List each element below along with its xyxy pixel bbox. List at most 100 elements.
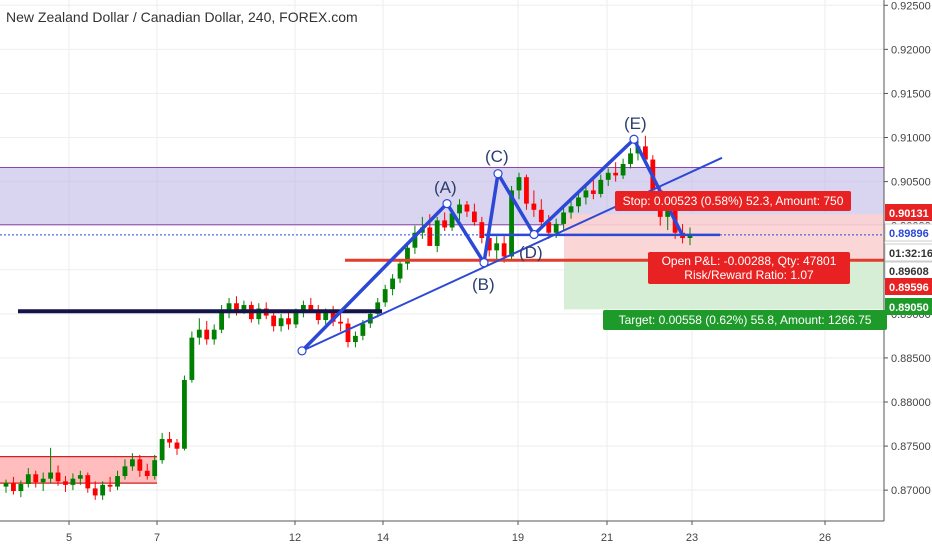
candle-body [605, 172, 611, 180]
x-tick-label: 14 [377, 532, 389, 544]
candle-body [442, 220, 448, 228]
candle-body [412, 232, 418, 248]
candle-body [375, 302, 381, 314]
candle-body [18, 483, 24, 492]
x-tick-label: 21 [601, 532, 613, 544]
pattern-point [297, 346, 307, 356]
candle-body [613, 172, 619, 176]
candle-body [427, 227, 433, 246]
candle-body [687, 234, 693, 239]
x-tick-label: 23 [686, 532, 698, 544]
candle-body [144, 470, 150, 477]
candle-body [122, 466, 128, 477]
candle-body [665, 209, 671, 217]
candle-body [77, 475, 83, 479]
pattern-label: (B) [472, 275, 495, 294]
pattern-label: (A) [434, 178, 457, 197]
price-badge [884, 243, 932, 262]
candle-body [159, 439, 165, 461]
price-badge-label: 0.89050 [889, 302, 929, 314]
pattern-label: (E) [624, 114, 647, 133]
y-tick-label: 0.88500 [891, 353, 931, 365]
pattern-label: (D) [519, 243, 543, 262]
pnl-label: Risk/Reward Ratio: 1.07 [684, 268, 814, 282]
candle-body [568, 206, 574, 213]
target-label-box [603, 310, 887, 330]
candle-body [628, 153, 633, 164]
pnl-label-box [648, 252, 850, 284]
candle-body [182, 379, 187, 449]
pattern-point [629, 134, 639, 144]
candle-body [583, 190, 589, 198]
candle-body [501, 243, 507, 257]
candle-body [256, 308, 262, 320]
candle-body [434, 220, 440, 246]
candle-body [219, 309, 225, 330]
price-badge-label: 0.89596 [889, 282, 929, 294]
chart-title: New Zealand Dollar / Canadian Dollar, 24… [6, 9, 358, 25]
candle-body [390, 278, 396, 290]
candle-body [524, 177, 529, 204]
candle-body [516, 177, 522, 191]
y-tick-label: 0.88000 [891, 397, 931, 409]
candle-body [63, 481, 68, 485]
pattern-point [442, 199, 452, 209]
candle-body [471, 211, 477, 223]
candle-body [479, 222, 485, 239]
candle-body [92, 488, 98, 496]
y-tick-label: 0.91000 [891, 133, 931, 145]
y-tick-label: 0.92000 [891, 44, 931, 56]
candle-body [620, 163, 626, 176]
candle-body [315, 310, 321, 321]
candle-body [137, 459, 143, 471]
candle-body [167, 439, 172, 443]
candle-body [189, 337, 195, 380]
candle-body [561, 212, 567, 224]
candle-body [271, 315, 277, 327]
price-badge-label: 0.90131 [889, 208, 929, 220]
candle-body [48, 472, 54, 479]
candle-body [360, 323, 366, 336]
candle-body [457, 204, 462, 214]
candle-body [576, 197, 581, 207]
pattern-label: (C) [485, 147, 509, 166]
x-tick-label: 12 [289, 532, 301, 544]
y-tick-label: 0.87500 [891, 441, 931, 453]
candle-body [85, 475, 91, 489]
candle-body [33, 474, 39, 483]
stop-label: Stop: 0.00523 (0.58%) 52.3, Amount: 750 [623, 194, 844, 208]
candle-body [590, 190, 596, 194]
candle-body [308, 305, 314, 311]
trendline [301, 156, 723, 352]
price-badge [885, 278, 932, 295]
candle-body [25, 474, 31, 484]
candle-body [397, 263, 403, 279]
candle-body [323, 312, 329, 321]
y-tick-label: 0.87000 [891, 485, 931, 497]
candle-body [494, 243, 500, 251]
candle-body [353, 335, 358, 343]
price-badge-label: 0.89896 [889, 228, 929, 240]
candle-body [11, 483, 16, 492]
candle-body [70, 478, 76, 485]
candle-body [211, 329, 217, 340]
target-label: Target: 0.00558 (0.62%) 55.8, Amount: 12… [619, 313, 872, 327]
pnl-label: Open P&L: -0.00288, Qty: 47801 [662, 254, 837, 268]
candle-body [553, 223, 559, 233]
stop-label-box [615, 191, 851, 211]
candle-body [204, 329, 210, 340]
candle-body [40, 478, 46, 483]
candle-body [464, 204, 470, 212]
candle-body [174, 442, 180, 449]
candle-body [300, 305, 306, 313]
candle-body [241, 305, 247, 312]
candle-body [538, 209, 544, 223]
candle-body [345, 323, 351, 343]
pattern-point [479, 258, 489, 268]
candle-body [152, 460, 158, 477]
candle-body [100, 484, 106, 496]
candle-body [405, 247, 410, 264]
candle-body [598, 179, 604, 194]
